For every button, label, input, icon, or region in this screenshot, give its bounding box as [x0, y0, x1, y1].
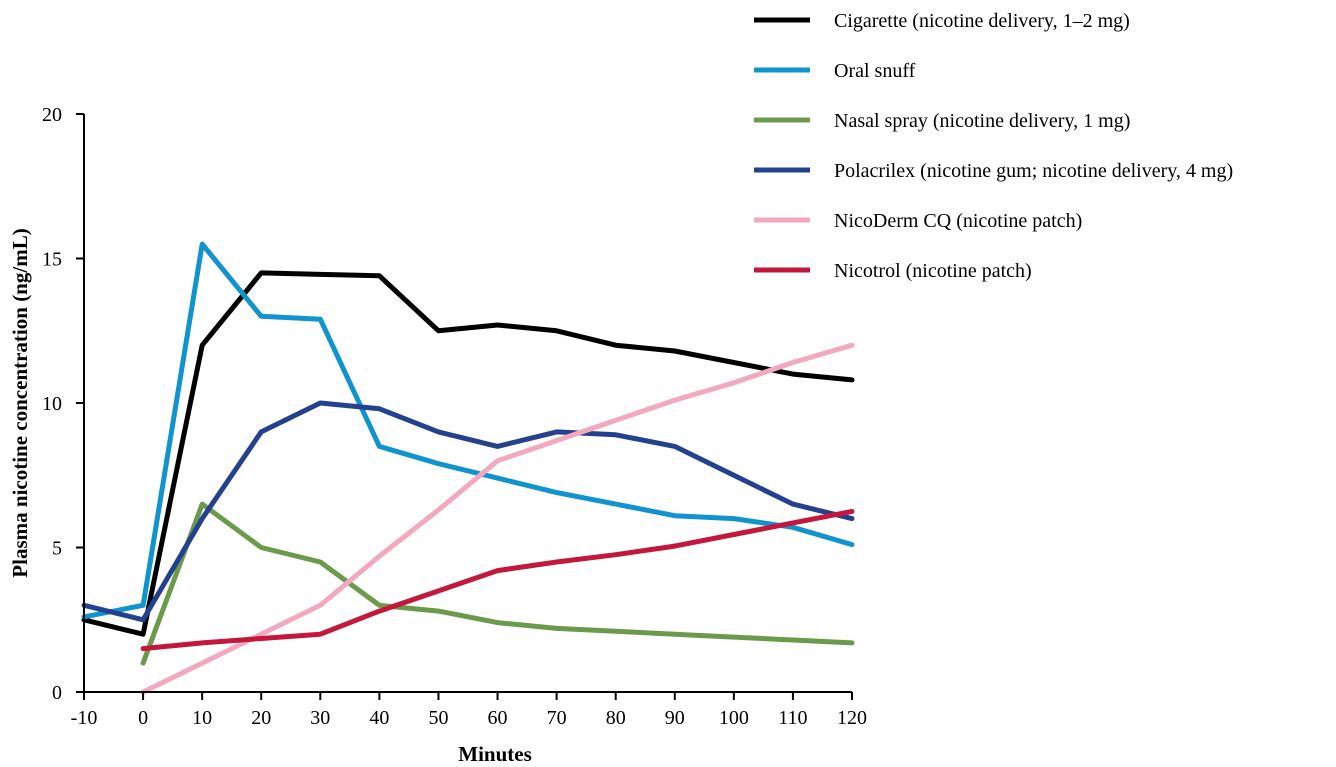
x-tick-label: 0: [138, 707, 148, 729]
x-tick-label: 70: [547, 707, 567, 729]
series-lines: [81, 241, 855, 695]
axes: [83, 114, 852, 693]
series-line-2: [81, 241, 855, 620]
legend-label: Cigarette (nicotine delivery, 1–2 mg): [834, 10, 1130, 32]
series-line-3: [140, 501, 855, 666]
x-tick-label: 100: [719, 707, 749, 729]
x-tick-label: 40: [369, 707, 389, 729]
x-tick-label: 20: [251, 707, 271, 729]
x-tick-label: 80: [606, 707, 626, 729]
x-tick-label: 30: [310, 707, 330, 729]
x-tick-label: 10: [192, 707, 212, 729]
x-tick-label: -10: [71, 707, 98, 729]
legend-label: Polacrilex (nicotine gum; nicotine deliv…: [834, 160, 1233, 182]
legend: Cigarette (nicotine delivery, 1–2 mg) Ora…: [754, 10, 1233, 282]
y-tick-label: 5: [52, 538, 62, 560]
x-tick-label: 90: [665, 707, 685, 729]
y-axis-ticks: 0 5 10 15 20: [42, 104, 84, 704]
x-axis-title: Minutes: [458, 742, 532, 766]
x-tick-label: 60: [488, 707, 508, 729]
legend-label: Nicotrol (nicotine patch): [834, 260, 1032, 282]
x-axis-ticks: -10 0 10 20 30 40 50 60 70 80 90 100 110 120: [71, 692, 867, 729]
y-axis-title: Plasma nicotine concentration (ng/mL): [8, 228, 32, 577]
y-tick-label: 10: [42, 393, 62, 415]
legend-label: NicoDerm CQ (nicotine patch): [834, 210, 1082, 232]
y-tick-label: 0: [52, 682, 62, 704]
x-tick-label: 110: [778, 707, 807, 729]
x-tick-label: 120: [837, 707, 867, 729]
x-tick-label: 50: [428, 707, 448, 729]
series-line-6: [140, 508, 855, 652]
y-tick-label: 15: [42, 249, 62, 271]
legend-label: Nasal spray (nicotine delivery, 1 mg): [834, 110, 1130, 132]
series-line-5: [140, 342, 855, 695]
series-line-4: [81, 400, 855, 623]
legend-label: Oral snuff: [834, 60, 916, 82]
series-line-1: [81, 270, 855, 637]
y-tick-label: 20: [42, 104, 62, 126]
